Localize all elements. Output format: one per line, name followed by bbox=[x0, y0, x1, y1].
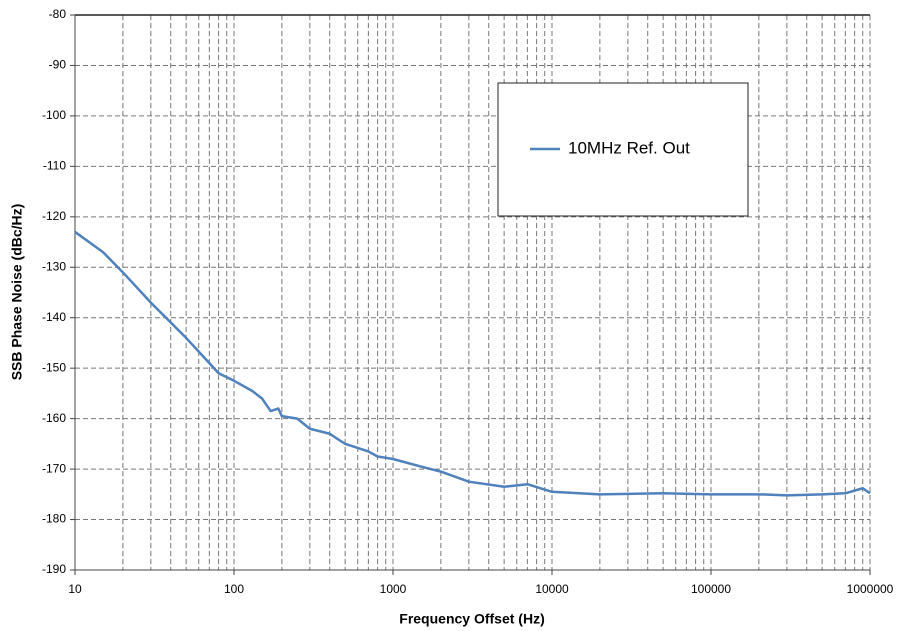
y-tick-label: -130 bbox=[42, 259, 66, 273]
x-tick-label: 100 bbox=[224, 582, 244, 596]
y-tick-label: -150 bbox=[42, 360, 66, 374]
y-tick-label: -100 bbox=[42, 108, 66, 122]
y-tick-label: -180 bbox=[42, 512, 66, 526]
x-tick-label: 100000 bbox=[691, 582, 731, 596]
x-tick-label: 1000 bbox=[380, 582, 407, 596]
legend-label: 10MHz Ref. Out bbox=[568, 138, 690, 157]
y-tick-label: -190 bbox=[42, 562, 66, 576]
x-tick-label: 1000000 bbox=[847, 582, 894, 596]
y-tick-label: -170 bbox=[42, 461, 66, 475]
x-tick-label: 10 bbox=[68, 582, 82, 596]
y-tick-label: -90 bbox=[49, 58, 67, 72]
y-tick-label: -120 bbox=[42, 209, 66, 223]
x-tick-label: 10000 bbox=[535, 582, 569, 596]
y-tick-label: -110 bbox=[43, 159, 66, 173]
y-tick-label: -80 bbox=[49, 7, 67, 21]
y-tick-label: -160 bbox=[42, 411, 66, 425]
data-line bbox=[74, 230, 871, 497]
y-axis-title: SSB Phase Noise (dBc/Hz) bbox=[9, 204, 25, 381]
x-axis-title: Frequency Offset (Hz) bbox=[399, 611, 544, 627]
y-tick-label: -140 bbox=[42, 310, 66, 324]
